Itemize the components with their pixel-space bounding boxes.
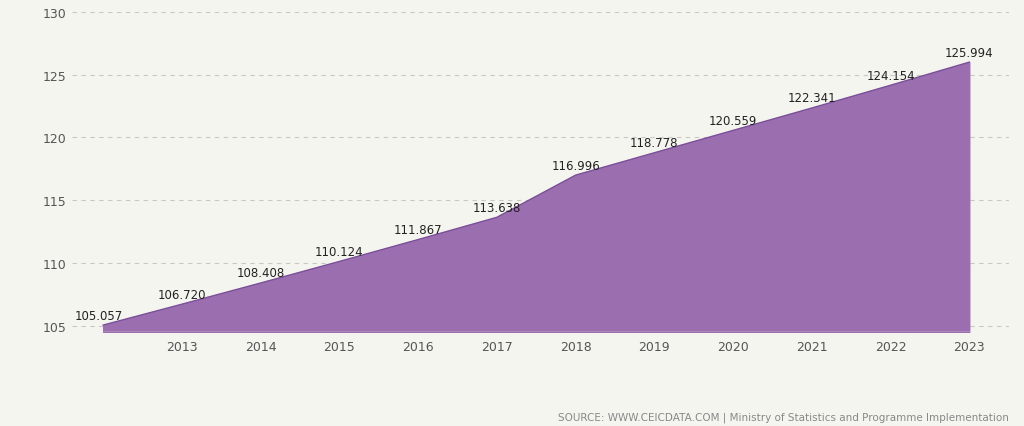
Text: 111.867: 111.867: [394, 224, 442, 236]
Text: 120.559: 120.559: [709, 115, 758, 127]
Text: 108.408: 108.408: [237, 267, 285, 280]
Text: 125.994: 125.994: [945, 46, 993, 60]
Text: 105.057: 105.057: [75, 309, 123, 322]
Text: SOURCE: WWW.CEICDATA.COM | Ministry of Statistics and Programme Implementation: SOURCE: WWW.CEICDATA.COM | Ministry of S…: [558, 411, 1009, 422]
Text: 106.720: 106.720: [158, 288, 206, 301]
Text: 118.778: 118.778: [630, 137, 679, 150]
Legend: Population: Bihar: Population: Bihar: [400, 423, 568, 426]
Text: 124.154: 124.154: [866, 69, 914, 83]
Text: 113.638: 113.638: [473, 201, 521, 214]
Text: 116.996: 116.996: [551, 159, 600, 172]
Text: 110.124: 110.124: [315, 245, 364, 258]
Text: 122.341: 122.341: [787, 92, 837, 105]
